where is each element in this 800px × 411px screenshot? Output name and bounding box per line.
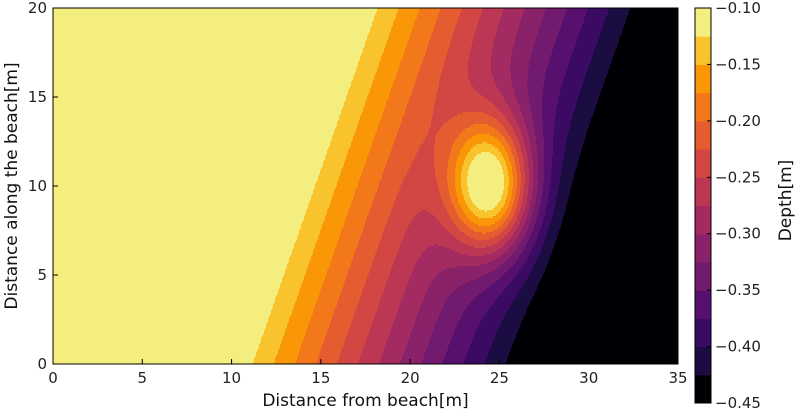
- colorbar-band: [695, 346, 711, 376]
- colorbar-band: [695, 36, 711, 65]
- y-axis-label: Distance along the beach[m]: [2, 62, 22, 309]
- colorbar-tick-label: −0.30: [715, 225, 761, 243]
- x-axis-label: Distance from beach[m]: [262, 391, 468, 411]
- x-tick-label: 25: [490, 369, 509, 387]
- colorbar-band: [695, 92, 711, 122]
- colorbar-tick-label: −0.40: [715, 338, 761, 356]
- colorbar-band: [695, 374, 711, 404]
- colorbar-band: [695, 149, 711, 178]
- x-tick-label: 20: [401, 369, 420, 387]
- colorbar-tick-label: −0.35: [715, 281, 761, 299]
- y-tick-label: 5: [37, 266, 47, 284]
- x-tick-label: 10: [222, 369, 241, 387]
- colorbar-frame: [694, 7, 712, 404]
- colorbar-tick-label: −0.25: [715, 168, 761, 186]
- x-tick-label: 15: [311, 369, 330, 387]
- colorbar-label: Depth[m]: [776, 160, 796, 242]
- colorbar-tick-label: −0.45: [715, 394, 761, 411]
- colorbar-tick-label: −0.10: [715, 0, 761, 17]
- colorbar-band: [695, 120, 711, 150]
- plot-area: [53, 8, 679, 365]
- y-tick-label: 0: [37, 355, 47, 373]
- colorbar-band: [695, 261, 711, 291]
- y-axis: 0 5 10 15 20: [28, 0, 58, 373]
- x-axis: 0 5 10 15 20 25 30 35: [48, 359, 688, 387]
- y-tick-label: 15: [28, 88, 47, 106]
- colorbar-band: [695, 233, 711, 263]
- colorbar-tick-label: −0.20: [715, 112, 761, 130]
- x-tick-label: 5: [138, 369, 148, 387]
- colorbar: −0.45 −0.40 −0.35 −0.30 −0.25 −0.20 −0.15 −0.10: [694, 0, 761, 411]
- y-tick-label: 20: [28, 0, 47, 17]
- colorbar-band: [695, 64, 711, 94]
- x-tick-label: 30: [579, 369, 598, 387]
- colorbar-band: [695, 205, 711, 235]
- x-tick-label: 0: [48, 369, 58, 387]
- y-tick-label: 10: [28, 177, 47, 195]
- colorbar-tick-label: −0.15: [715, 55, 761, 73]
- x-tick-label: 35: [668, 369, 687, 387]
- colorbar-band: [695, 318, 711, 348]
- colorbar-band: [695, 290, 711, 319]
- colorbar-band: [695, 8, 711, 37]
- colorbar-band: [695, 177, 711, 206]
